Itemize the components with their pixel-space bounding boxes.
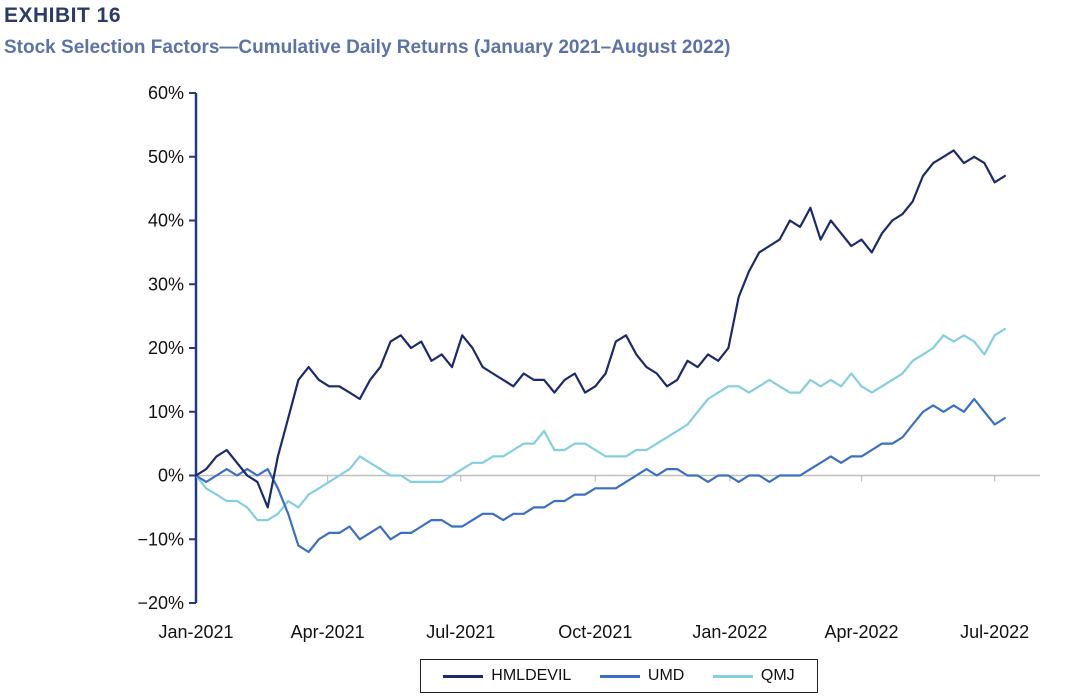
legend-item-hmldevil: HMLDEVIL (443, 667, 571, 685)
x-tick-label: Jul-2021 (426, 622, 495, 642)
x-tick-label: Jul-2022 (960, 622, 1029, 642)
y-tick-label: 40% (148, 211, 184, 231)
legend-label-umd: UMD (647, 667, 685, 684)
line-chart: Jan-2021 Apr-2021 Jul-2021 Oct-2021 Jan-2022… (137, 83, 1040, 642)
y-tick-label: 20% (148, 338, 184, 358)
y-tick-label: −10% (137, 529, 184, 549)
x-tick-label: Jan-2021 (158, 622, 233, 642)
chart-legend: HMLDEVIL UMD QMJ (420, 659, 818, 693)
exhibit-number: EXHIBIT 16 (4, 4, 122, 27)
legend-swatch-hmldevil (443, 674, 484, 678)
legend-swatch-umd (599, 674, 640, 678)
x-tick-label: Apr-2021 (291, 622, 365, 642)
series-line-hmldevil (194, 149, 1007, 509)
x-tick-label: Jan-2022 (692, 622, 767, 642)
y-tick-label: 0% (158, 466, 184, 486)
chart-title: Stock Selection Factors—Cumulative Daily… (4, 37, 731, 58)
legend-swatch-qmj (712, 674, 753, 678)
legend-item-umd: UMD (599, 667, 685, 685)
series-line-umd (194, 397, 1007, 554)
legend-label-hmldevil: HMLDEVIL (491, 667, 572, 684)
y-tick-label: −20% (137, 593, 184, 613)
series-line-qmj (194, 327, 1007, 522)
y-tick-label: 50% (148, 147, 184, 167)
x-tick-label: Oct-2021 (558, 622, 632, 642)
legend-label-qmj: QMJ (760, 667, 795, 684)
y-tick-label: 60% (148, 83, 184, 103)
legend-item-qmj: QMJ (712, 667, 795, 685)
y-tick-label: 30% (148, 274, 184, 294)
y-tick-label: 10% (148, 402, 184, 422)
x-tick-label: Apr-2022 (825, 622, 899, 642)
